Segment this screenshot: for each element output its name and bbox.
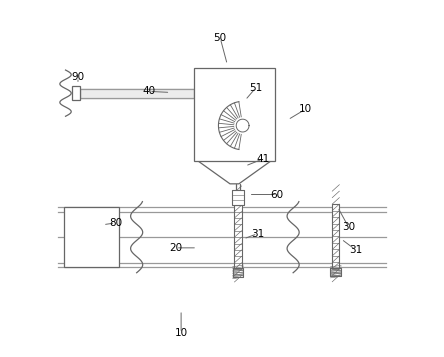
Bar xyxy=(330,268,341,276)
Bar xyxy=(72,86,80,100)
Text: 31: 31 xyxy=(251,228,264,238)
Bar xyxy=(233,268,243,277)
Text: 31: 31 xyxy=(349,245,362,255)
Bar xyxy=(194,68,275,161)
Text: 50: 50 xyxy=(214,33,227,43)
Bar xyxy=(64,207,119,267)
Text: 20: 20 xyxy=(169,243,182,253)
Text: 10: 10 xyxy=(174,328,188,338)
Text: 10: 10 xyxy=(299,104,312,114)
Bar xyxy=(234,205,242,269)
Text: 51: 51 xyxy=(249,83,262,93)
Text: 30: 30 xyxy=(342,221,355,231)
Text: 40: 40 xyxy=(143,86,156,96)
Text: 90: 90 xyxy=(71,72,84,82)
Bar xyxy=(332,204,339,269)
Bar xyxy=(80,89,194,97)
Text: 41: 41 xyxy=(256,154,270,164)
Polygon shape xyxy=(198,161,271,184)
Bar xyxy=(232,190,244,205)
Text: 60: 60 xyxy=(270,190,284,200)
Text: 80: 80 xyxy=(109,218,122,228)
